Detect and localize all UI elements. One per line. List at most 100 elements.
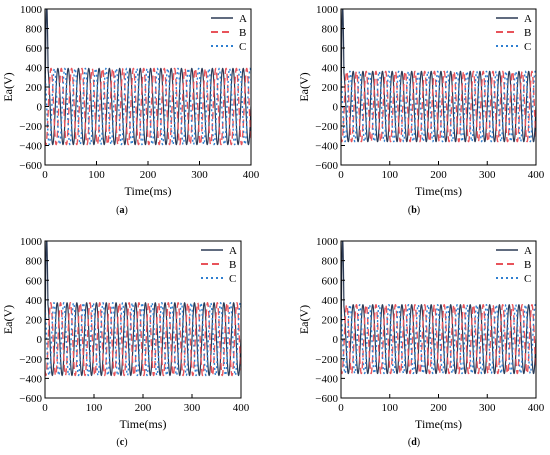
- x-axis-label: Time(ms): [120, 417, 167, 431]
- x-tick-label: 200: [430, 402, 447, 414]
- plot-series-group: [45, 9, 251, 146]
- y-tick-label: −600: [315, 393, 338, 405]
- y-tick-label: −200: [315, 121, 338, 133]
- legend: ABC: [493, 12, 535, 53]
- panel-caption: (b): [408, 205, 420, 216]
- y-tick-label: −600: [19, 393, 42, 405]
- legend: ABC: [198, 244, 240, 285]
- x-tick-label: 100: [86, 402, 103, 414]
- y-tick-label: 800: [322, 256, 339, 268]
- caption-open-paren: (: [408, 205, 412, 216]
- y-axis-label: Ea(V): [297, 72, 311, 101]
- x-tick-label: 0: [42, 169, 48, 181]
- y-tick-label: −200: [19, 121, 42, 133]
- series-c-line: [341, 303, 536, 375]
- y-tick-label: −400: [19, 373, 42, 385]
- x-tick-label: 400: [528, 169, 545, 181]
- caption-close-paren: ): [417, 437, 420, 448]
- legend: ABC: [208, 12, 250, 53]
- y-tick-label: 600: [322, 43, 339, 55]
- y-tick-label: 200: [26, 82, 43, 94]
- y-axis-label: Ea(V): [1, 72, 15, 101]
- caption-open-paren: (: [116, 205, 120, 216]
- x-tick-label: 100: [88, 169, 105, 181]
- x-tick-label: 100: [382, 402, 399, 414]
- caption-letter: a: [120, 205, 125, 216]
- y-tick-label: −400: [315, 373, 338, 385]
- y-tick-label: 400: [26, 295, 43, 307]
- x-tick-label: 100: [382, 169, 399, 181]
- y-tick-label: 0: [37, 102, 43, 114]
- caption-close-paren: ): [125, 205, 128, 216]
- y-tick-label: 400: [322, 295, 339, 307]
- series-b-line: [45, 301, 241, 377]
- x-tick-label: 300: [184, 402, 201, 414]
- y-tick-label: 200: [322, 82, 339, 94]
- panel-caption: (d): [408, 437, 420, 448]
- plot-series-group: [341, 9, 536, 143]
- y-tick-label: 1000: [316, 236, 339, 248]
- series-b-line: [341, 303, 536, 375]
- y-tick-label: 0: [333, 334, 339, 346]
- y-tick-label: −200: [315, 354, 338, 366]
- y-tick-label: 600: [26, 275, 43, 287]
- series-c-line: [45, 301, 241, 377]
- legend-bg: [493, 272, 535, 285]
- x-tick-label: 400: [528, 402, 545, 414]
- y-tick-label: 800: [322, 24, 339, 36]
- legend-label-c: C: [229, 273, 236, 285]
- x-tick-label: 200: [430, 169, 447, 181]
- y-tick-label: 800: [26, 24, 43, 36]
- panel-caption: (c): [116, 437, 127, 448]
- x-tick-label: 0: [42, 402, 48, 414]
- x-tick-label: 0: [338, 169, 344, 181]
- y-tick-label: 0: [37, 334, 43, 346]
- legend-label-b: B: [229, 259, 236, 271]
- y-tick-label: 200: [322, 315, 339, 327]
- x-axis-label: Time(ms): [125, 184, 172, 198]
- x-tick-label: 300: [191, 169, 208, 181]
- y-tick-label: 400: [26, 63, 43, 75]
- series-c-line: [341, 70, 536, 143]
- y-tick-label: 600: [26, 43, 43, 55]
- y-tick-label: −400: [19, 141, 42, 153]
- legend-label-b: B: [239, 27, 246, 39]
- x-tick-label: 200: [135, 402, 152, 414]
- legend-bg: [208, 40, 250, 53]
- x-axis-label: Time(ms): [415, 184, 462, 198]
- caption-open-paren: (: [408, 437, 412, 448]
- caption-letter: d: [411, 437, 417, 448]
- legend-label-a: A: [524, 245, 532, 257]
- y-axis-label: Ea(V): [297, 305, 311, 334]
- y-tick-label: 200: [26, 315, 43, 327]
- y-tick-label: −600: [315, 160, 338, 172]
- legend-label-a: A: [239, 13, 247, 25]
- x-tick-label: 400: [233, 402, 250, 414]
- caption-letter: c: [120, 437, 125, 448]
- plot-series-group: [341, 241, 536, 375]
- y-tick-label: 0: [333, 102, 339, 114]
- series-a-line: [341, 241, 536, 375]
- panel-caption: (a): [116, 205, 128, 216]
- x-tick-label: 200: [140, 169, 157, 181]
- x-axis-label: Time(ms): [415, 417, 462, 431]
- x-tick-label: 400: [243, 169, 260, 181]
- y-tick-label: −600: [19, 160, 42, 172]
- y-tick-label: 400: [322, 63, 339, 75]
- series-a-line: [341, 9, 536, 143]
- legend-label-b: B: [524, 27, 531, 39]
- series-b-line: [341, 70, 536, 143]
- y-tick-label: −400: [315, 141, 338, 153]
- caption-close-paren: ): [124, 437, 127, 448]
- legend-bg: [493, 40, 535, 53]
- y-tick-label: 1000: [316, 4, 339, 16]
- caption-open-paren: (: [116, 437, 120, 448]
- plot-series-group: [45, 241, 241, 377]
- y-tick-label: 1000: [20, 4, 43, 16]
- y-tick-label: 1000: [20, 236, 43, 248]
